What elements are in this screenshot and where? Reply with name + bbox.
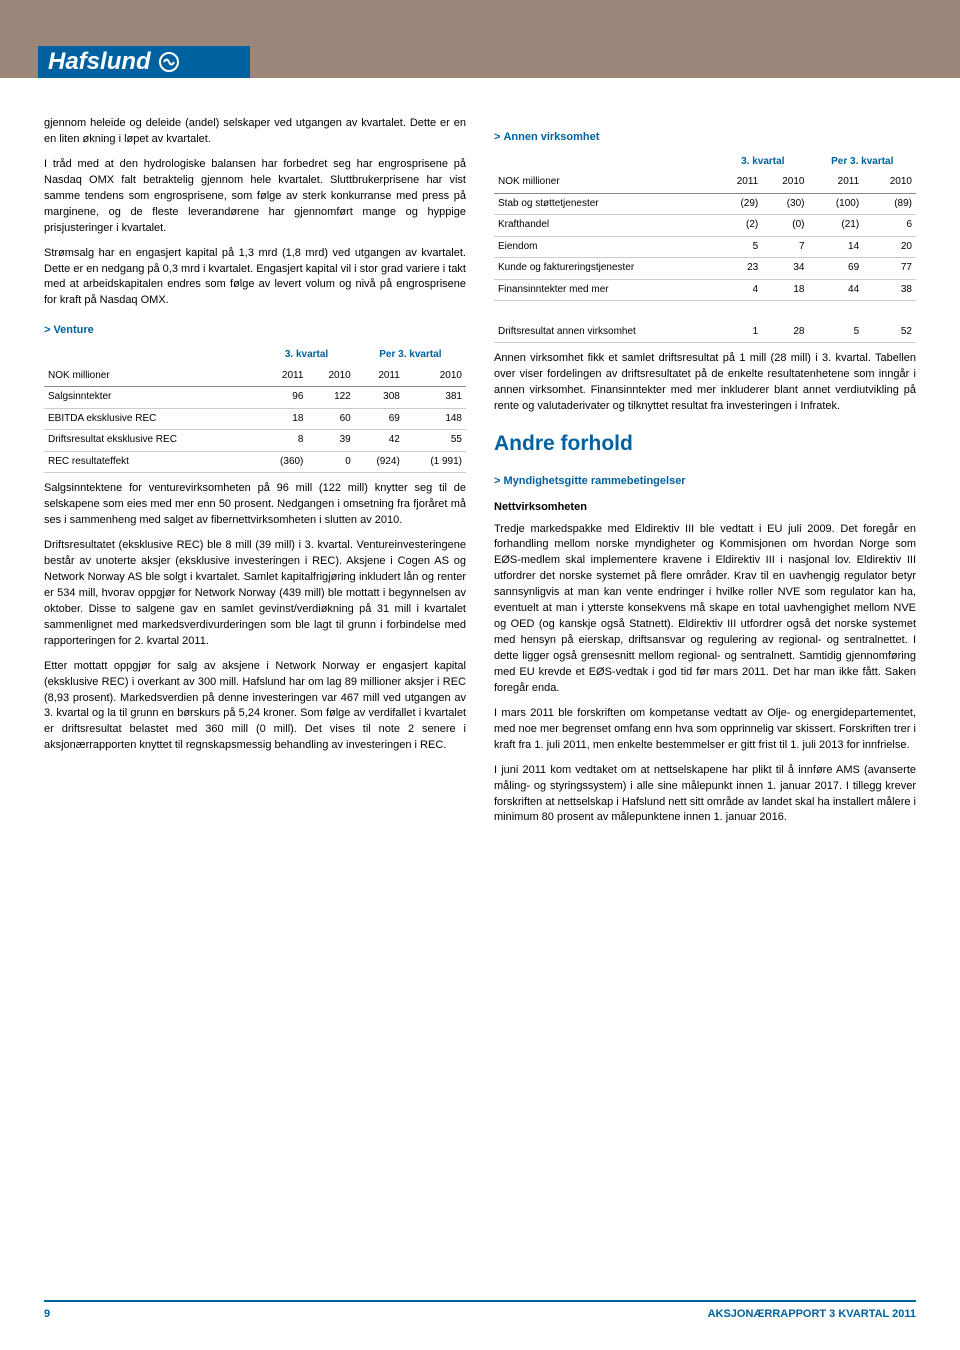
content-area: gjennom heleide og deleide (andel) selsk… [0, 78, 960, 835]
footer-report-title: AKSJONÆRRAPPORT 3 KVARTAL 2011 [708, 1308, 916, 1320]
annen-title-text: Annen virksomhet [503, 131, 599, 143]
venture-table: 3. kvartal Per 3. kvartal NOK millioner … [44, 345, 466, 473]
right-column: >Annen virksomhet 3. kvartal Per 3. kvar… [494, 116, 916, 835]
table-row-spacer [494, 301, 916, 322]
venture-year-1: 2010 [307, 366, 354, 387]
annen-table: 3. kvartal Per 3. kvartal NOK millioner … [494, 152, 916, 344]
annen-year-0: 2011 [717, 172, 762, 193]
table-row: Krafthandel (2) (0) (21) 6 [494, 215, 916, 237]
brand-name: Hafslund [48, 46, 151, 78]
page-footer: 9 AKSJONÆRRAPPORT 3 KVARTAL 2011 [44, 1300, 916, 1320]
para-left-3: Strømsalg har en engasjert kapital på 1,… [44, 246, 466, 310]
section-arrow-icon: > [44, 324, 50, 336]
mynd-title-text: Myndighetsgitte rammebetingelser [503, 475, 685, 487]
para-left-4: Salgsinntektene for venturevirksomheten … [44, 481, 466, 529]
table-row: Driftsresultat eksklusive REC 8 39 42 55 [44, 430, 466, 452]
brand-icon [159, 52, 179, 72]
annen-year-3: 2010 [863, 172, 916, 193]
section-arrow-icon: > [494, 131, 500, 143]
venture-period-2: Per 3. kvartal [355, 345, 466, 366]
annen-title: >Annen virksomhet [494, 130, 916, 146]
table-row: Finansinntekter med mer 4 18 44 38 [494, 279, 916, 301]
andre-forhold-heading: Andre forhold [494, 429, 916, 459]
annen-year-1: 2010 [762, 172, 808, 193]
table-row: Kunde og faktureringstjenester 23 34 69 … [494, 258, 916, 280]
table-row: Salgsinntekter 96 122 308 381 [44, 387, 466, 409]
table-row: REC resultateffekt (360) 0 (924) (1 991) [44, 451, 466, 473]
venture-period-1: 3. kvartal [258, 345, 354, 366]
left-column: gjennom heleide og deleide (andel) selsk… [44, 116, 466, 835]
table-row: Eiendom 5 7 14 20 [494, 236, 916, 258]
annen-year-2: 2011 [809, 172, 864, 193]
para-right-4: I juni 2011 kom vedtaket om at nettselsk… [494, 763, 916, 827]
annen-period-2: Per 3. kvartal [809, 152, 917, 173]
para-left-5: Driftsresultatet (eksklusive REC) ble 8 … [44, 538, 466, 650]
venture-year-0: 2011 [258, 366, 307, 387]
page-number: 9 [44, 1308, 50, 1320]
para-right-2: Tredje markedspakke med Eldirektiv III b… [494, 522, 916, 697]
para-left-2: I tråd med at den hydrologiske balansen … [44, 157, 466, 237]
header-bar: Hafslund [0, 0, 960, 78]
table-row: Stab og støttetjenester (29) (30) (100) … [494, 193, 916, 215]
table-row: EBITDA eksklusive REC 18 60 69 148 [44, 408, 466, 430]
para-left-1: gjennom heleide og deleide (andel) selsk… [44, 116, 466, 148]
annen-unit-label: NOK millioner [494, 172, 717, 193]
section-arrow-icon: > [494, 475, 500, 487]
venture-year-2: 2011 [355, 366, 404, 387]
venture-title: >Venture [44, 323, 466, 339]
brand-logo-block: Hafslund [38, 46, 250, 78]
venture-title-text: Venture [53, 324, 93, 336]
table-total-row: Driftsresultat annen virksomhet 1 28 5 5… [494, 322, 916, 343]
para-right-1: Annen virksomhet fikk et samlet driftsre… [494, 351, 916, 415]
para-left-6: Etter mottatt oppgjør for salg av aksjen… [44, 659, 466, 755]
para-right-3: I mars 2011 ble forskriften om kompetans… [494, 706, 916, 754]
nett-heading: Nettvirksomheten [494, 500, 916, 516]
mynd-title: >Myndighetsgitte rammebetingelser [494, 474, 916, 490]
annen-period-1: 3. kvartal [717, 152, 808, 173]
venture-unit-label: NOK millioner [44, 366, 258, 387]
venture-year-3: 2010 [404, 366, 466, 387]
